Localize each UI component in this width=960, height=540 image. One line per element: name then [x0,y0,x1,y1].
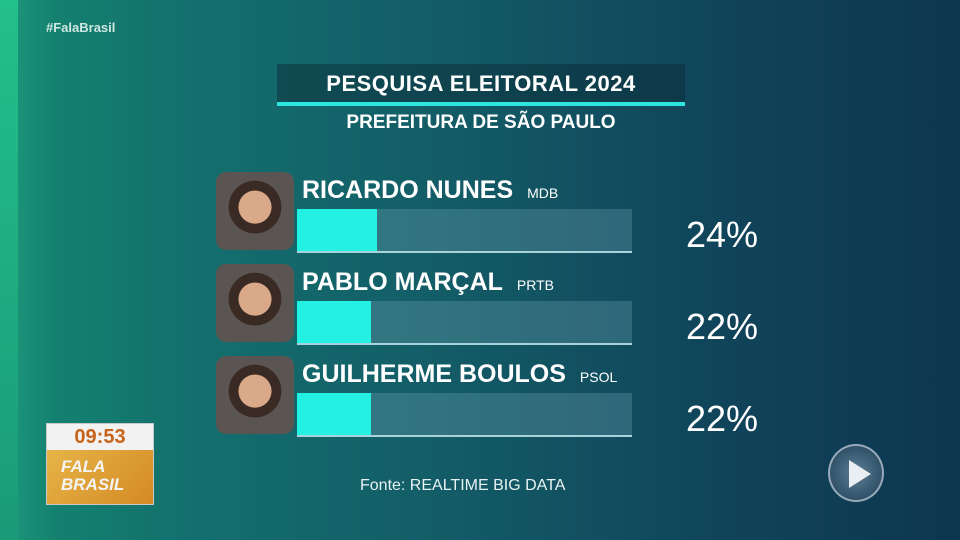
bar-track [297,209,632,253]
candidate-name: PABLO MARÇAL PRTB [302,268,554,297]
bar-track [297,301,632,345]
chart-title: PESQUISA ELEITORAL 2024 [277,64,685,106]
candidate-row: RICARDO NUNES MDB 24% [216,172,776,255]
bar [297,301,371,343]
data-label: 24% [686,214,759,255]
data-label: 22% [686,306,759,347]
chart-subtitle: PREFEITURA DE SÃO PAULO [346,112,616,133]
candidate-photo [216,264,294,342]
program-clock: 09:53 FALA BRASIL [46,423,154,505]
network-logo [828,444,884,502]
candidate-name-text: GUILHERME BOULOS [302,360,566,388]
candidate-name-text: PABLO MARÇAL [302,268,503,296]
source-note: Fonte: REALTIME BIG DATA [360,477,566,494]
party-label: PSOL [579,369,618,385]
candidate-row: PABLO MARÇAL PRTB 22% [216,264,776,347]
candidate-row: GUILHERME BOULOS PSOL 22% [216,356,776,439]
bar-track [297,393,632,437]
bar [297,209,378,251]
clock-time: 09:53 [47,424,153,450]
hashtag: #FalaBrasil [46,20,116,35]
candidate-name-text: RICARDO NUNES [302,176,514,204]
party-label: MDB [527,185,559,201]
bar [297,393,371,435]
candidate-photo [216,172,294,250]
candidate-name: GUILHERME BOULOS PSOL [302,360,617,389]
left-edge-decoration [0,0,18,540]
party-label: PRTB [516,277,554,293]
candidate-name: RICARDO NUNES MDB [302,176,558,205]
candidate-photo [216,356,294,434]
data-label: 22% [686,398,759,439]
fala-brasil-logo: FALA BRASIL [47,450,153,504]
